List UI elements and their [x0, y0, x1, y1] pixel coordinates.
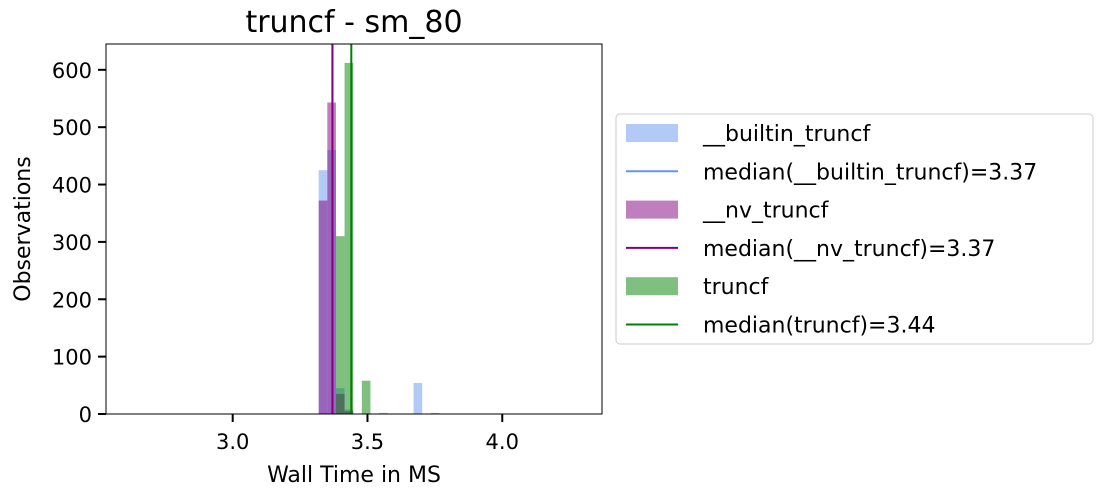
bar-2-0 — [335, 236, 345, 414]
legend-frame — [615, 113, 1094, 345]
bar-0-4 — [379, 412, 388, 414]
legend-patch-1 — [626, 200, 678, 219]
chart-title: truncf - sm_80 — [245, 5, 462, 40]
legend-median-label-0: median(__builtin_truncf)=3.37 — [703, 160, 1037, 185]
bar-2-2 — [361, 380, 371, 414]
bars-layer — [318, 62, 440, 414]
legend: __builtin_truncf median(__builtin_truncf)… — [615, 113, 1094, 345]
y-tick-label-5: 500 — [52, 116, 92, 140]
legend-median-label-1: median(__nv_truncf)=3.37 — [703, 237, 995, 262]
legend-patch-2 — [626, 277, 678, 296]
y-tick-label-4: 400 — [52, 174, 92, 198]
y-axis: 0 100 200 300 400 500 600 — [52, 59, 106, 427]
x-tick-label-1: 3.5 — [351, 430, 384, 454]
y-tick-label-0: 0 — [79, 403, 92, 427]
x-tick-label-0: 3.0 — [216, 430, 249, 454]
bar-2-1 — [344, 62, 354, 414]
x-tick-label-2: 4.0 — [486, 430, 519, 454]
median-lines-layer — [331, 44, 353, 414]
y-tick-label-6: 600 — [52, 59, 92, 83]
y-tick-label-2: 200 — [52, 288, 92, 312]
legend-label-0: __builtin_truncf — [702, 122, 871, 147]
y-axis-label: Observations — [11, 156, 36, 301]
legend-median-label-2: median(truncf)=3.44 — [703, 314, 935, 339]
y-tick-label-1: 100 — [52, 346, 92, 370]
legend-patch-0 — [626, 124, 678, 142]
x-axis-label: Wall Time in MS — [267, 463, 441, 488]
legend-label-1: __nv_truncf — [702, 199, 830, 224]
bar-0-6 — [430, 412, 440, 414]
y-tick-label-3: 300 — [52, 231, 92, 255]
bar-1-0 — [318, 200, 328, 414]
bar-0-5 — [413, 383, 423, 414]
legend-label-2: truncf — [703, 275, 770, 300]
x-axis: 3.0 3.5 4.0 — [216, 414, 519, 454]
plot-frame — [105, 43, 603, 415]
